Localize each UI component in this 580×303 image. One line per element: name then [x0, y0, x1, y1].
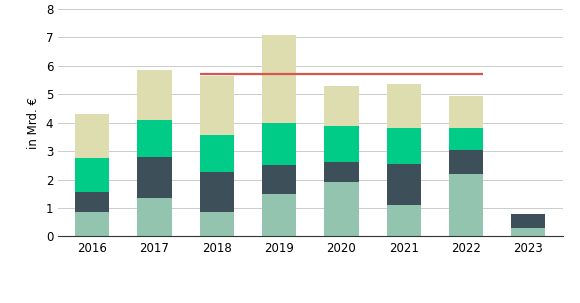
- Bar: [387, 84, 421, 128]
- Bar: [387, 128, 421, 164]
- Bar: [449, 150, 483, 174]
- Bar: [75, 158, 110, 192]
- Bar: [137, 157, 172, 198]
- Bar: [200, 172, 234, 212]
- Bar: [200, 212, 234, 236]
- Bar: [75, 192, 110, 212]
- Bar: [324, 125, 358, 162]
- Bar: [324, 182, 358, 236]
- Bar: [449, 96, 483, 128]
- Bar: [75, 212, 110, 236]
- Bar: [449, 128, 483, 150]
- Bar: [262, 165, 296, 194]
- Bar: [75, 114, 110, 158]
- Bar: [387, 205, 421, 236]
- Bar: [137, 120, 172, 157]
- Bar: [511, 228, 545, 236]
- Bar: [324, 162, 358, 182]
- Bar: [449, 174, 483, 236]
- Bar: [200, 76, 234, 135]
- Bar: [324, 86, 358, 125]
- Bar: [200, 135, 234, 172]
- Y-axis label: in Mrd. €: in Mrd. €: [27, 97, 40, 149]
- Bar: [137, 70, 172, 120]
- Bar: [387, 164, 421, 205]
- Bar: [262, 194, 296, 236]
- Bar: [262, 35, 296, 123]
- Bar: [262, 123, 296, 165]
- Bar: [137, 198, 172, 236]
- Bar: [511, 214, 545, 228]
